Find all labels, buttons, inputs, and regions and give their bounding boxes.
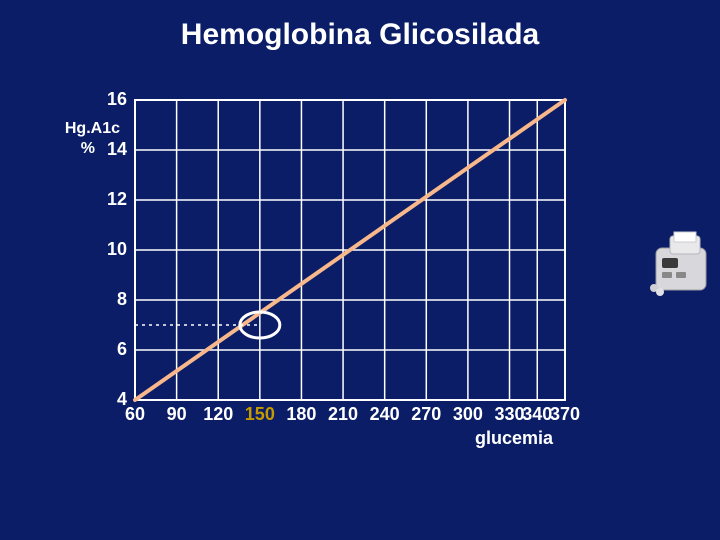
xtick-label: 240 (363, 404, 407, 425)
xtick-label: 180 (279, 404, 323, 425)
xtick-label: 370 (543, 404, 587, 425)
analyzer-device-icon (650, 230, 712, 300)
ytick-label: 14 (95, 139, 127, 160)
ytick-label: 8 (95, 289, 127, 310)
xtick-label: 120 (196, 404, 240, 425)
ytick-label: 12 (95, 189, 127, 210)
ytick-label: 6 (95, 339, 127, 360)
xtick-label: 270 (404, 404, 448, 425)
ytick-label: 10 (95, 239, 127, 260)
chart-plot (0, 0, 720, 540)
xtick-label: 300 (446, 404, 490, 425)
xtick-label: 150 (238, 404, 282, 425)
slide-root: Hemoglobina Glicosilada Hg.A1c % glucemi… (0, 0, 720, 540)
xtick-label: 60 (113, 404, 157, 425)
xtick-label: 90 (155, 404, 199, 425)
xtick-label: 210 (321, 404, 365, 425)
ytick-label: 16 (95, 89, 127, 110)
xaxis-label: glucemia (475, 428, 553, 449)
